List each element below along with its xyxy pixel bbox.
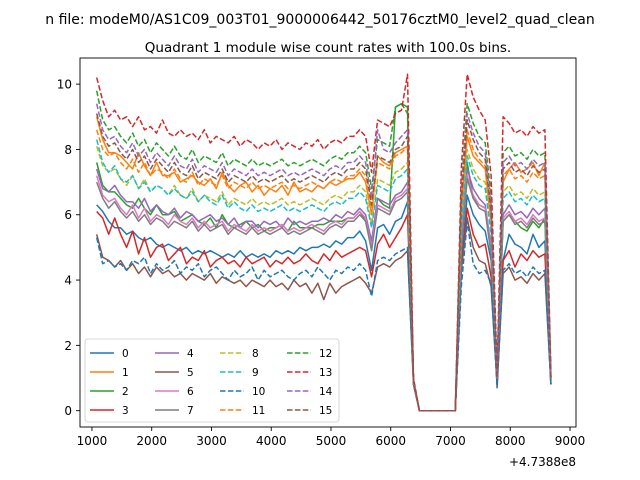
chart-title: Quadrant 1 module wise count rates with … <box>145 40 511 56</box>
legend-label-11: 11 <box>252 405 265 417</box>
series-line-3 <box>96 207 552 412</box>
y-tick-label: 4 <box>64 274 72 288</box>
series-line-8 <box>95 145 552 412</box>
legend-label-12: 12 <box>319 348 332 360</box>
figure-suptitle: n file: modeM0/AS1C09_003T01_9000006442_… <box>45 12 594 28</box>
x-axis-offset-label: +4.7388e8 <box>509 455 576 469</box>
legend-label-10: 10 <box>252 386 265 398</box>
series-line-6 <box>95 174 552 412</box>
legend-label-1: 1 <box>122 367 129 379</box>
series-line-4 <box>95 168 552 412</box>
x-tick-label: 2000 <box>136 434 167 448</box>
x-tick-label: 5000 <box>316 434 347 448</box>
series-line-14 <box>95 103 552 412</box>
x-axis: 1000 2000 3000 4000 5000 6000 7000 8000 9000 <box>77 427 586 448</box>
legend-label-0: 0 <box>122 348 129 360</box>
series-line-7 <box>95 178 552 412</box>
legend-label-13: 13 <box>319 367 332 379</box>
y-tick-label: 10 <box>57 78 72 92</box>
y-tick-label: 6 <box>64 208 72 222</box>
series-line-11 <box>95 129 552 412</box>
legend-label-5: 5 <box>187 367 194 379</box>
legend-label-14: 14 <box>319 386 333 398</box>
y-axis: 0 2 4 6 8 10 <box>57 78 80 418</box>
legend-label-2: 2 <box>122 386 129 398</box>
series-line-0 <box>96 194 552 412</box>
series-layer <box>95 73 552 412</box>
legend-label-3: 3 <box>122 405 129 417</box>
y-tick-label: 2 <box>64 339 72 353</box>
x-tick-label: 1000 <box>77 434 108 448</box>
legend-label-9: 9 <box>252 367 259 379</box>
legend-label-7: 7 <box>187 405 194 417</box>
y-tick-label: 0 <box>64 404 72 418</box>
legend-label-4: 4 <box>187 348 194 360</box>
legend-label-8: 8 <box>252 348 259 360</box>
legend-frame <box>84 338 340 423</box>
series-line-13 <box>95 73 552 412</box>
series-line-5 <box>95 217 552 412</box>
x-tick-label: 7000 <box>435 434 466 448</box>
axes-frame <box>79 57 577 428</box>
plot-area: 1000 2000 3000 4000 5000 6000 7000 8000 9000 0 2 4… <box>57 57 586 469</box>
series-line-12 <box>95 90 552 412</box>
x-tick-label: 6000 <box>375 434 406 448</box>
y-tick-label: 8 <box>64 143 72 157</box>
legend-label-6: 6 <box>187 386 194 398</box>
series-line-9 <box>95 139 552 412</box>
x-tick-label: 4000 <box>256 434 287 448</box>
x-tick-label: 3000 <box>196 434 227 448</box>
series-line-10 <box>95 220 552 412</box>
x-tick-label: 8000 <box>495 434 526 448</box>
legend-label-15: 15 <box>319 405 332 417</box>
x-tick-label: 9000 <box>555 434 586 448</box>
